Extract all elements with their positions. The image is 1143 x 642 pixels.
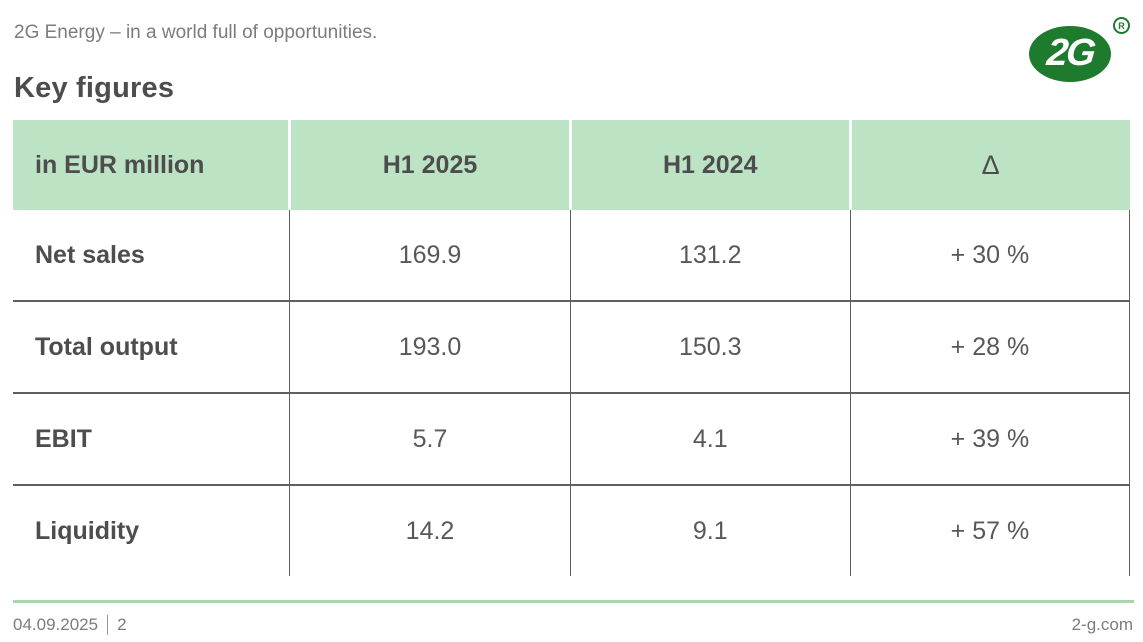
row-label: Total output	[13, 300, 291, 393]
table-row: Net sales 169.9 131.2 + 30 %	[13, 210, 1131, 301]
row-value: 4.1	[570, 392, 851, 485]
page-number: 2	[117, 615, 127, 634]
row-value: 193.0	[289, 300, 571, 393]
column-header-unit: in EUR million	[13, 120, 292, 210]
column-header-h1-2024: H1 2024	[570, 120, 852, 210]
row-value: 9.1	[570, 484, 851, 576]
registered-trademark-icon: R	[1113, 17, 1130, 34]
row-value: + 30 %	[850, 210, 1131, 301]
footer-date: 04.09.2025	[13, 615, 99, 634]
footer-date-page: 04.09.2025 2	[13, 615, 127, 635]
row-value: 150.3	[570, 300, 851, 393]
table-row: Liquidity 14.2 9.1 + 57 %	[13, 484, 1131, 576]
row-value: + 57 %	[850, 484, 1131, 576]
row-value: 169.9	[289, 210, 571, 301]
table-row: EBIT 5.7 4.1 + 39 %	[13, 392, 1131, 485]
page-title: Key figures	[14, 72, 175, 104]
row-value: + 39 %	[850, 392, 1131, 485]
column-header-h1-2025: H1 2025	[289, 120, 572, 210]
table-header-row: in EUR million H1 2025 H1 2024 Δ	[13, 120, 1130, 210]
key-figures-table: in EUR million H1 2025 H1 2024 Δ Net sal…	[13, 120, 1131, 576]
logo-text: 2G	[1044, 31, 1096, 74]
row-value: 5.7	[289, 392, 571, 485]
company-logo: 2G R	[1029, 14, 1132, 84]
table-body: Net sales 169.9 131.2 + 30 % Total output 193…	[13, 210, 1131, 576]
footer-divider-line	[13, 600, 1134, 603]
row-value: 14.2	[289, 484, 571, 576]
row-value: + 28 %	[850, 300, 1131, 393]
column-header-delta: Δ	[850, 120, 1130, 210]
table-row: Total output 193.0 150.3 + 28 %	[13, 300, 1131, 393]
tagline: 2G Energy – in a world full of opportuni…	[14, 22, 378, 43]
footer-website: 2-g.com	[1071, 615, 1133, 634]
row-value: 131.2	[570, 210, 851, 301]
row-label: Liquidity	[13, 484, 291, 576]
footer-separator	[107, 615, 109, 635]
footer: 04.09.2025 2 2-g.com	[13, 615, 1133, 635]
logo-2g-mark: 2G	[1029, 26, 1111, 82]
row-label: EBIT	[13, 392, 291, 485]
row-label: Net sales	[13, 210, 291, 301]
